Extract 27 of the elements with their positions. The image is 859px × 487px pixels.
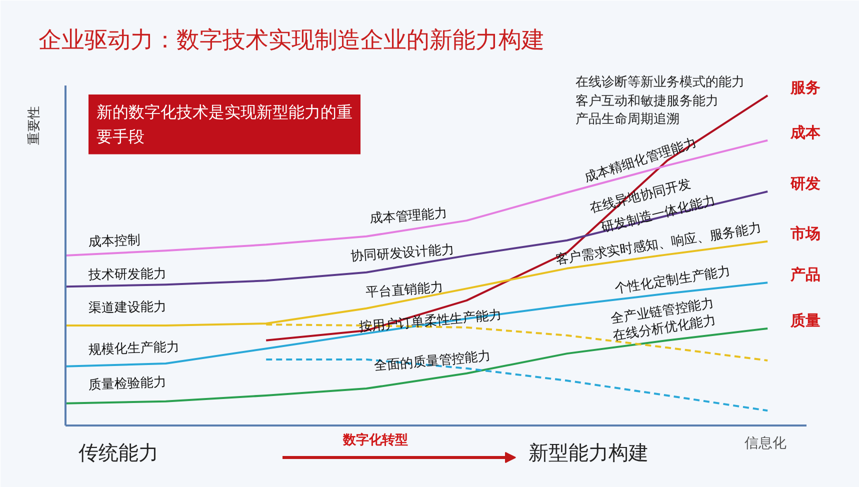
series-label: 服务 [790,78,820,96]
series-label: 成本 [790,123,822,142]
annotation: 平台直销能力 [365,280,444,301]
annotation: 技术研发能力 [87,266,167,284]
x-axis-title: 信息化 [744,436,786,452]
annotation: 个性化定制生产能力 [614,264,732,298]
annotation: 产品生命周期追溯 [576,112,680,127]
text: 传统能力 [78,440,158,464]
text: 数字化转型 [342,432,408,448]
annotation: 按用户订单柔性生产能力 [358,308,502,336]
annotation: 全面的质量管控能力 [374,348,492,374]
annotation: 质量检验能力 [88,375,167,393]
series-label: 产品 [790,266,820,284]
annotation: 成本控制 [88,233,141,250]
chart-title: 企业驱动力：数字技术实现制造企业的新能力构建 [38,28,544,54]
annotation: 规模化生产能力 [88,340,180,358]
annotation: 渠道建设能力 [88,300,167,316]
series-label: 质量 [790,311,820,330]
text: 在线诊断等新业务模式的能力 [576,75,744,90]
series-label: 研发 [790,174,820,193]
y-axis-title: 重要性 [27,106,42,145]
text: 新型能力构建 [528,440,648,464]
annotation: 协同研发设计能力 [350,242,455,265]
series-label: 市场 [790,224,820,242]
annotation: 客户互动和敏捷服务能力 [576,93,718,109]
annotation: 新的数字化技术是实现新型能力的重要手段 [96,102,352,146]
annotation: 成本管理能力 [369,206,448,227]
